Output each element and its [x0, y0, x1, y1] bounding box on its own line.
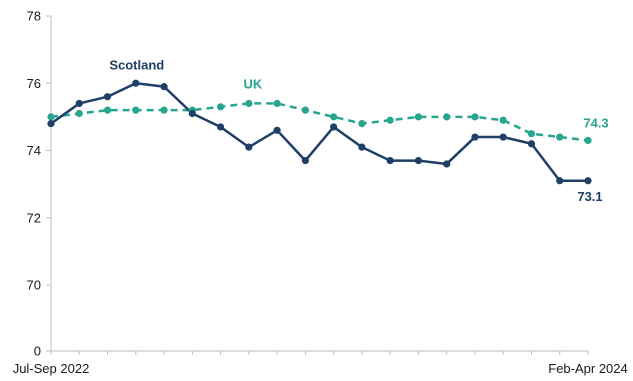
y-tick-label: 0 — [34, 344, 41, 359]
data-point-scotland — [527, 140, 536, 148]
tick-labels: 70 72 74 76 78 0 Jul-Sep 2022 Feb-Apr 2024 — [13, 9, 628, 377]
data-point-scotland — [47, 120, 55, 128]
data-point-scotland — [132, 79, 140, 87]
data-point-uk — [132, 106, 140, 114]
data-point-scotland — [160, 83, 168, 91]
data-point-uk — [556, 133, 564, 141]
series-line-scotland — [50, 82, 588, 183]
data-point-uk — [386, 116, 394, 124]
data-point-scotland — [216, 123, 225, 131]
end-value-label: 74.3 — [583, 115, 608, 130]
data-point-scotland — [188, 109, 196, 118]
data-point-uk — [75, 109, 83, 118]
data-point-scotland — [414, 156, 423, 165]
data-point-uk — [584, 136, 592, 145]
data-point-scotland — [75, 99, 83, 108]
data-point-uk — [273, 99, 281, 108]
data-point-uk — [358, 120, 366, 128]
data-point-scotland — [584, 177, 592, 185]
y-tick-label: 70 — [27, 278, 41, 293]
data-point-scotland — [301, 156, 309, 165]
series-name-label: UK — [243, 76, 262, 91]
series-labels: Scotland UK 73.1 74.3 — [109, 57, 608, 204]
series-lines — [50, 82, 589, 183]
axes — [46, 15, 589, 355]
y-tick-label: 78 — [27, 9, 41, 24]
data-point-uk — [216, 103, 225, 111]
series-points — [47, 79, 592, 185]
data-point-scotland — [245, 143, 253, 151]
data-point-scotland — [471, 133, 479, 141]
data-point-scotland — [330, 123, 338, 131]
series-line-uk — [50, 102, 589, 142]
data-point-uk — [301, 106, 309, 114]
data-point-scotland — [443, 160, 451, 168]
data-point-uk — [47, 113, 55, 121]
data-point-uk — [414, 113, 423, 121]
data-point-scotland — [358, 143, 366, 151]
data-point-scotland — [273, 126, 281, 134]
data-point-uk — [499, 116, 507, 124]
y-tick-label: 72 — [27, 210, 41, 225]
x-tick-label: Jul-Sep 2022 — [13, 361, 90, 376]
data-point-uk — [443, 113, 451, 121]
x-tick-label: Feb-Apr 2024 — [548, 361, 628, 376]
end-value-label: 73.1 — [577, 189, 602, 204]
data-point-scotland — [103, 93, 112, 101]
data-point-scotland — [556, 177, 564, 185]
data-point-uk — [527, 130, 536, 138]
data-point-uk — [160, 106, 168, 114]
series-name-label: Scotland — [109, 57, 164, 72]
data-point-uk — [103, 106, 112, 114]
data-point-scotland — [386, 156, 394, 165]
data-point-uk — [330, 113, 338, 121]
data-point-scotland — [499, 133, 507, 141]
y-tick-label: 74 — [27, 143, 41, 158]
data-point-uk — [245, 99, 253, 108]
y-tick-label: 76 — [27, 76, 41, 91]
data-point-uk — [471, 113, 479, 121]
